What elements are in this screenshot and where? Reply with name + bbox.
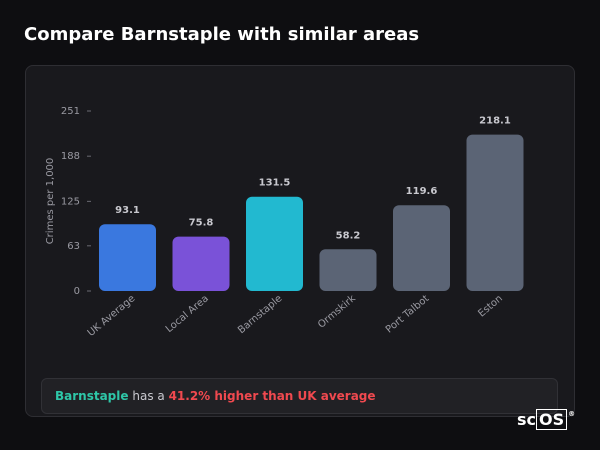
value-label: 218.1	[479, 116, 511, 127]
logo-mark: ®	[568, 410, 576, 418]
bar	[393, 205, 450, 291]
x-tick-label: Ormskirk	[316, 293, 358, 331]
x-tick-label: Eston	[476, 293, 504, 319]
summary-text: has a	[132, 389, 165, 403]
summary-area: Barnstaple	[55, 389, 129, 403]
y-tick-label: 0	[74, 286, 80, 297]
y-tick-label: 63	[67, 241, 80, 252]
bar	[172, 236, 230, 291]
value-label: 93.1	[115, 205, 140, 216]
x-tick-label: Barnstaple	[236, 293, 284, 336]
logo-boxed: OS	[536, 409, 568, 430]
value-label: 119.6	[406, 186, 438, 197]
x-tick-label: Port Talbot	[384, 293, 432, 335]
y-tick-label: 125	[61, 196, 80, 207]
summary: Barnstaple has a 41.2% higher than UK av…	[41, 378, 558, 414]
value-label: 131.5	[259, 178, 291, 189]
x-tick-label: UK Average	[86, 293, 138, 339]
logo-prefix: sc	[517, 410, 537, 429]
bar	[319, 249, 377, 291]
y-tick-label: 251	[61, 106, 80, 117]
page-title: Compare Barnstaple with similar areas	[24, 24, 420, 45]
y-tick-label: 188	[61, 151, 80, 162]
value-label: 75.8	[189, 218, 214, 229]
logo: sc OS ®	[517, 409, 576, 430]
y-axis-label: Crimes per 1,000	[45, 158, 56, 245]
x-tick-label: Local Area	[164, 293, 211, 335]
summary-highlight: 41.2% higher than UK average	[168, 389, 376, 403]
bar	[466, 134, 524, 291]
bar	[99, 224, 156, 291]
value-label: 58.2	[336, 230, 361, 241]
bar	[246, 196, 303, 291]
